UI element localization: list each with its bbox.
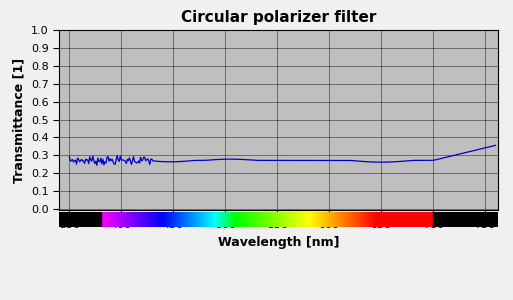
Y-axis label: Transmittance [1]: Transmittance [1] — [12, 57, 25, 183]
X-axis label: Wavelength [nm]: Wavelength [nm] — [218, 236, 339, 249]
Title: Circular polarizer filter: Circular polarizer filter — [181, 10, 376, 25]
Bar — [59, 212, 101, 227]
Bar — [433, 212, 498, 227]
